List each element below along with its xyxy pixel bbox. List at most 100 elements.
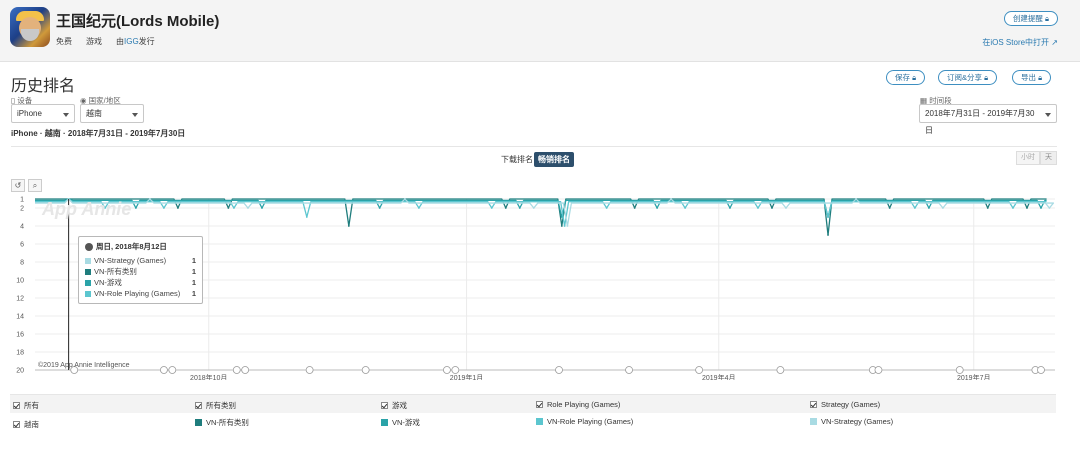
legend-header-label: 所有类别	[206, 401, 236, 410]
subscribe-share-button[interactable]: 订阅&分享 🔒︎	[938, 70, 998, 85]
chevron-down-icon	[63, 113, 69, 117]
x-tick-label: 2019年7月	[957, 373, 990, 380]
filter-summary: iPhone · 越南 · 2018年7月31日 - 2019年7月30日	[11, 129, 186, 138]
publisher-link[interactable]: IGG	[124, 37, 139, 46]
event-marker-icon	[555, 366, 563, 374]
y-tick-label: 6	[20, 242, 24, 249]
series-point	[560, 216, 563, 218]
series-point	[684, 207, 687, 209]
legend-series-label: VN-游戏	[392, 418, 420, 427]
legend-series-label: VN-Role Playing (Games)	[547, 417, 634, 426]
save-button[interactable]: 保存 🔒︎	[886, 70, 926, 85]
checkbox-checked[interactable]	[810, 401, 817, 408]
event-marker-icon	[232, 366, 241, 374]
y-tick-label: 18	[16, 350, 24, 357]
legend-header-label: Strategy (Games)	[821, 400, 881, 409]
save-label: 保存	[895, 73, 910, 82]
legend-series-games[interactable]: VN-游戏	[381, 417, 420, 428]
series-point	[605, 207, 608, 209]
chevron-down-icon	[1045, 113, 1051, 117]
tab-download-rank[interactable]: 下载排名	[501, 155, 533, 164]
series-point	[403, 198, 406, 200]
series-swatch	[85, 279, 91, 286]
daily-toggle[interactable]: 天	[1040, 151, 1057, 165]
series-point	[1026, 207, 1028, 209]
y-tick-label: 10	[16, 278, 24, 285]
legend-filter-games[interactable]: 游戏	[381, 400, 407, 411]
event-marker-icon	[160, 366, 168, 374]
series-point	[928, 207, 930, 209]
hourly-toggle[interactable]: 小时	[1016, 151, 1040, 165]
checkbox-checked[interactable]	[536, 401, 543, 408]
tooltip-row: VN-Strategy (Games) 1	[85, 255, 196, 266]
reset-zoom-icon[interactable]: ↺	[11, 179, 25, 192]
series-point	[104, 207, 106, 209]
lock-icon: 🔒︎	[912, 73, 917, 82]
device-label-text: 设备	[17, 96, 33, 105]
device-label: ▯ 设备	[11, 95, 32, 106]
legend-series-strategy[interactable]: VN-Strategy (Games)	[810, 417, 893, 426]
tooltip-series-value: 1	[191, 289, 196, 298]
series-point	[504, 207, 507, 209]
app-icon-helmet	[16, 11, 44, 21]
app-publisher: 由IGG发行	[116, 36, 155, 47]
checkbox-checked[interactable]	[13, 402, 20, 409]
app-icon[interactable]	[10, 7, 50, 47]
series-point	[827, 216, 829, 218]
checkbox-checked[interactable]	[13, 421, 20, 428]
event-marker-icon	[874, 366, 883, 374]
globe-icon: ◉	[80, 96, 87, 105]
export-button[interactable]: 导出 🔒︎	[1012, 70, 1052, 85]
zoom-icon[interactable]: ⌕	[28, 179, 42, 192]
series-point	[490, 207, 493, 209]
checkbox-checked[interactable]	[381, 402, 388, 409]
event-marker-icon	[695, 366, 704, 374]
app-meta: 免费 游戏 由IGG发行	[56, 36, 155, 47]
tooltip-series-value: 1	[191, 256, 196, 265]
event-marker-icon	[776, 366, 785, 374]
series-point	[518, 207, 521, 209]
tooltip-series-name: VN-所有类别	[94, 267, 137, 276]
tooltip-date: 周日, 2018年8月12日	[96, 242, 167, 251]
create-alert-button[interactable]: 创建提醒 🔒︎	[1003, 11, 1058, 26]
series-swatch	[85, 290, 91, 297]
series-point	[163, 207, 165, 209]
device-select[interactable]: iPhone	[11, 104, 75, 123]
legend-filter-role-playing[interactable]: Role Playing (Games)	[536, 400, 620, 409]
series-point	[560, 225, 563, 227]
series-point	[378, 207, 381, 209]
series-point	[227, 207, 230, 209]
globe-icon	[85, 242, 93, 251]
series-point	[913, 207, 916, 209]
series-point	[633, 207, 636, 209]
event-marker-icon	[451, 366, 460, 374]
legend-series-role-playing[interactable]: VN-Role Playing (Games)	[536, 417, 633, 426]
tooltip-series-value: 1	[191, 267, 196, 276]
series-point	[757, 207, 759, 209]
checkbox-checked[interactable]	[195, 402, 202, 409]
series-point	[656, 207, 658, 209]
legend-filter-strategy[interactable]: Strategy (Games)	[810, 400, 880, 409]
open-ios-store-label: 在iOS Store中打开	[982, 38, 1050, 47]
tab-grossing-rank[interactable]: 畅销排名	[534, 152, 574, 167]
copyright-text: ©2019 App Annie Intelligence	[38, 362, 130, 369]
tooltip-series-name: VN-游戏	[94, 278, 122, 287]
event-marker-icon	[305, 366, 314, 374]
event-marker-icon	[955, 366, 964, 374]
open-ios-store-link[interactable]: 在iOS Store中打开 ↗	[982, 37, 1058, 48]
publisher-suffix: 发行	[138, 37, 155, 46]
country-select[interactable]: 越南	[80, 104, 144, 123]
legend-series-all-categories[interactable]: VN-所有类别	[195, 417, 249, 428]
legend-country-vietnam[interactable]: 越南	[13, 419, 39, 430]
legend-filter-all-categories[interactable]: 所有类别	[195, 400, 236, 411]
series-point	[418, 207, 420, 209]
date-label: ▦ 时间段	[920, 95, 952, 106]
y-tick-label: 12	[16, 296, 24, 303]
series-point	[986, 207, 989, 209]
date-range-select[interactable]: 2018年7月31日 - 2019年7月30日	[919, 104, 1057, 135]
app-category[interactable]: 游戏	[86, 37, 102, 46]
legend-header-label: Role Playing (Games)	[547, 400, 621, 409]
legend-filter-all[interactable]: 所有	[13, 400, 39, 411]
legend-header-row	[10, 395, 1056, 413]
